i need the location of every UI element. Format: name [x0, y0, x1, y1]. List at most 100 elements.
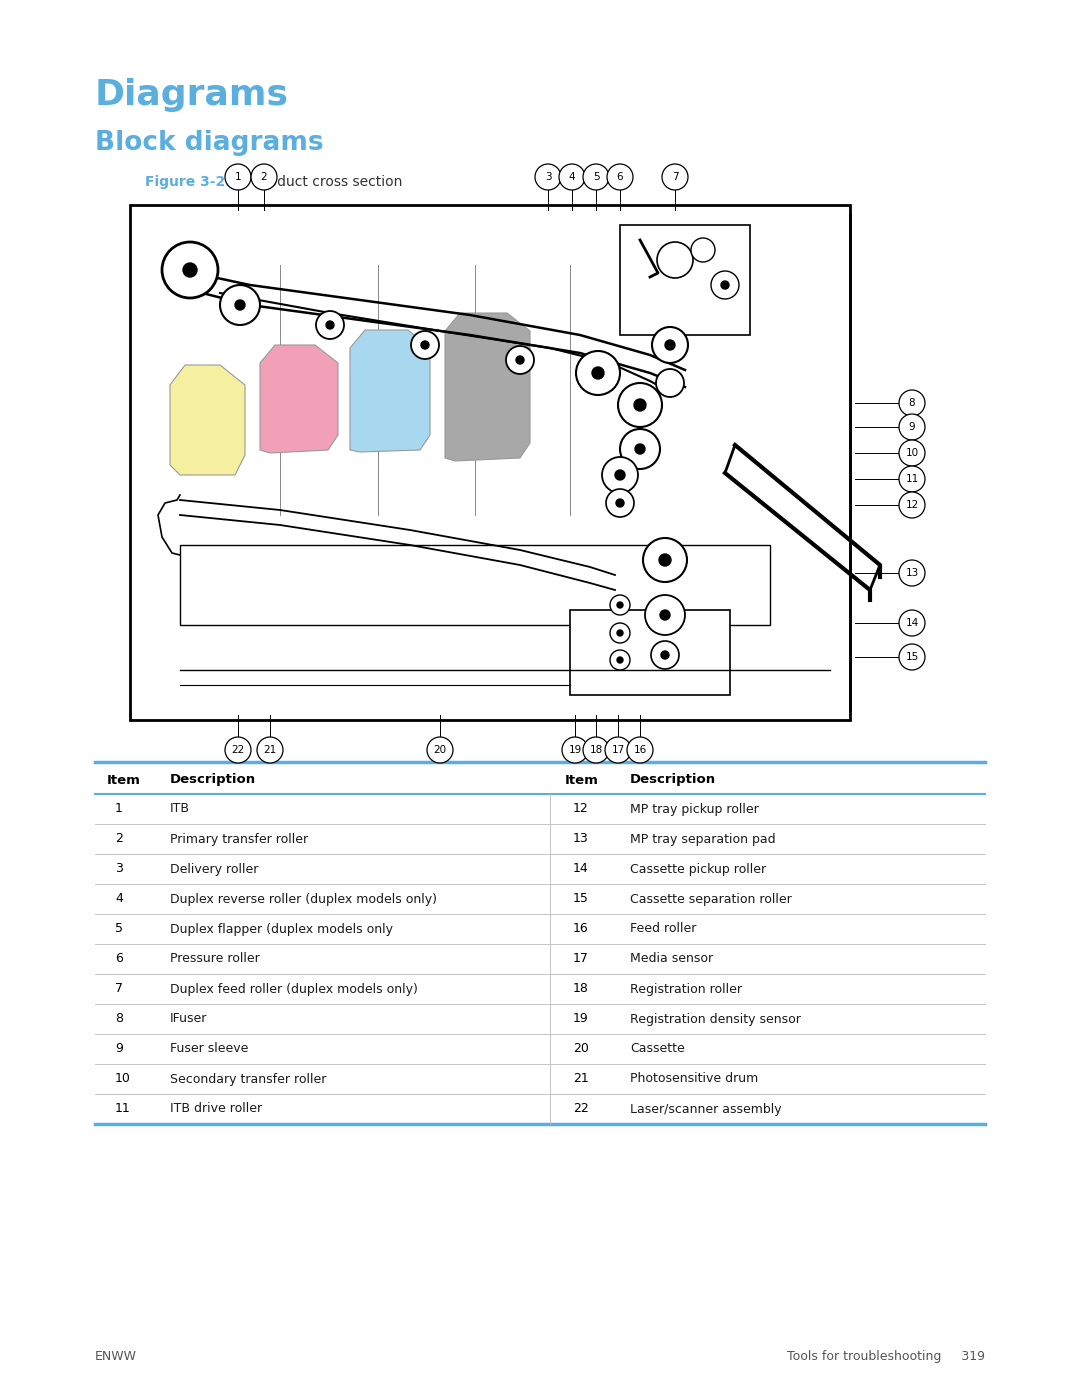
- Text: Product cross section: Product cross section: [255, 175, 403, 189]
- Text: 17: 17: [611, 745, 624, 754]
- Bar: [620, 225, 750, 335]
- Text: 8: 8: [908, 398, 916, 408]
- Circle shape: [610, 595, 630, 615]
- Circle shape: [602, 457, 638, 493]
- Text: 9: 9: [114, 1042, 123, 1056]
- Circle shape: [592, 367, 604, 379]
- Circle shape: [635, 444, 645, 454]
- Circle shape: [507, 346, 534, 374]
- Text: Description: Description: [170, 774, 256, 787]
- Text: Cassette separation roller: Cassette separation roller: [630, 893, 792, 905]
- Circle shape: [576, 351, 620, 395]
- Text: ITB: ITB: [170, 802, 190, 816]
- Circle shape: [616, 499, 624, 507]
- Circle shape: [661, 651, 669, 659]
- Text: 6: 6: [114, 953, 123, 965]
- Bar: [95, 793, 985, 824]
- Bar: [570, 610, 730, 694]
- Circle shape: [643, 538, 687, 583]
- Circle shape: [899, 560, 924, 585]
- Text: 7: 7: [114, 982, 123, 996]
- Circle shape: [605, 738, 631, 763]
- Text: Fuser sleeve: Fuser sleeve: [170, 1042, 248, 1056]
- Bar: [95, 1094, 985, 1125]
- Text: Registration density sensor: Registration density sensor: [630, 1013, 801, 1025]
- Circle shape: [652, 327, 688, 363]
- Circle shape: [899, 414, 924, 440]
- Text: 15: 15: [573, 893, 589, 905]
- Circle shape: [606, 489, 634, 517]
- Polygon shape: [445, 313, 530, 461]
- Text: 2: 2: [114, 833, 123, 845]
- Circle shape: [627, 738, 653, 763]
- Text: 10: 10: [114, 1073, 131, 1085]
- Circle shape: [899, 390, 924, 416]
- Text: 4: 4: [569, 172, 576, 182]
- Text: 1: 1: [114, 802, 123, 816]
- Text: Primary transfer roller: Primary transfer roller: [170, 833, 308, 845]
- Circle shape: [583, 163, 609, 190]
- Text: 16: 16: [573, 922, 589, 936]
- Text: 1: 1: [234, 172, 241, 182]
- Text: Registration roller: Registration roller: [630, 982, 742, 996]
- Circle shape: [562, 738, 588, 763]
- Circle shape: [617, 602, 623, 608]
- Circle shape: [326, 321, 334, 330]
- Circle shape: [657, 242, 693, 278]
- Circle shape: [559, 163, 585, 190]
- Text: 5: 5: [114, 922, 123, 936]
- Circle shape: [235, 300, 245, 310]
- Bar: [95, 854, 985, 884]
- Circle shape: [615, 469, 625, 481]
- Circle shape: [421, 341, 429, 349]
- Text: MP tray pickup roller: MP tray pickup roller: [630, 802, 759, 816]
- Text: 2: 2: [260, 172, 268, 182]
- Polygon shape: [170, 365, 245, 475]
- Text: 7: 7: [672, 172, 678, 182]
- Text: 11: 11: [905, 474, 919, 483]
- Text: Delivery roller: Delivery roller: [170, 862, 258, 876]
- Circle shape: [721, 281, 729, 289]
- Text: 22: 22: [573, 1102, 589, 1115]
- Text: Duplex reverse roller (duplex models only): Duplex reverse roller (duplex models onl…: [170, 893, 437, 905]
- Circle shape: [225, 738, 251, 763]
- Bar: [95, 884, 985, 914]
- Circle shape: [583, 738, 609, 763]
- Text: Figure 3-25: Figure 3-25: [145, 175, 235, 189]
- Text: MP tray separation pad: MP tray separation pad: [630, 833, 775, 845]
- Circle shape: [618, 383, 662, 427]
- Circle shape: [251, 163, 276, 190]
- Circle shape: [899, 610, 924, 636]
- Text: IFuser: IFuser: [170, 1013, 207, 1025]
- Circle shape: [411, 331, 438, 359]
- Text: Pressure roller: Pressure roller: [170, 953, 260, 965]
- Circle shape: [665, 339, 675, 351]
- Circle shape: [899, 467, 924, 492]
- Text: 14: 14: [905, 617, 919, 629]
- Text: Secondary transfer roller: Secondary transfer roller: [170, 1073, 326, 1085]
- Circle shape: [659, 555, 671, 566]
- Text: 3: 3: [114, 862, 123, 876]
- Circle shape: [607, 163, 633, 190]
- Text: ITB drive roller: ITB drive roller: [170, 1102, 262, 1115]
- Text: 18: 18: [573, 982, 589, 996]
- Circle shape: [427, 738, 453, 763]
- Text: 17: 17: [573, 953, 589, 965]
- Circle shape: [656, 369, 684, 397]
- Circle shape: [620, 429, 660, 469]
- Circle shape: [651, 641, 679, 669]
- Polygon shape: [350, 330, 430, 453]
- Text: Block diagrams: Block diagrams: [95, 130, 324, 156]
- Text: Photosensitive drum: Photosensitive drum: [630, 1073, 758, 1085]
- Circle shape: [535, 163, 561, 190]
- Text: Diagrams: Diagrams: [95, 78, 289, 112]
- Text: 11: 11: [114, 1102, 131, 1115]
- Text: Item: Item: [565, 774, 599, 787]
- Text: 19: 19: [573, 1013, 589, 1025]
- Text: Laser/scanner assembly: Laser/scanner assembly: [630, 1102, 782, 1115]
- Text: 18: 18: [590, 745, 603, 754]
- Text: 13: 13: [573, 833, 589, 845]
- Text: 19: 19: [568, 745, 582, 754]
- Text: 15: 15: [905, 652, 919, 662]
- Bar: [95, 761, 985, 793]
